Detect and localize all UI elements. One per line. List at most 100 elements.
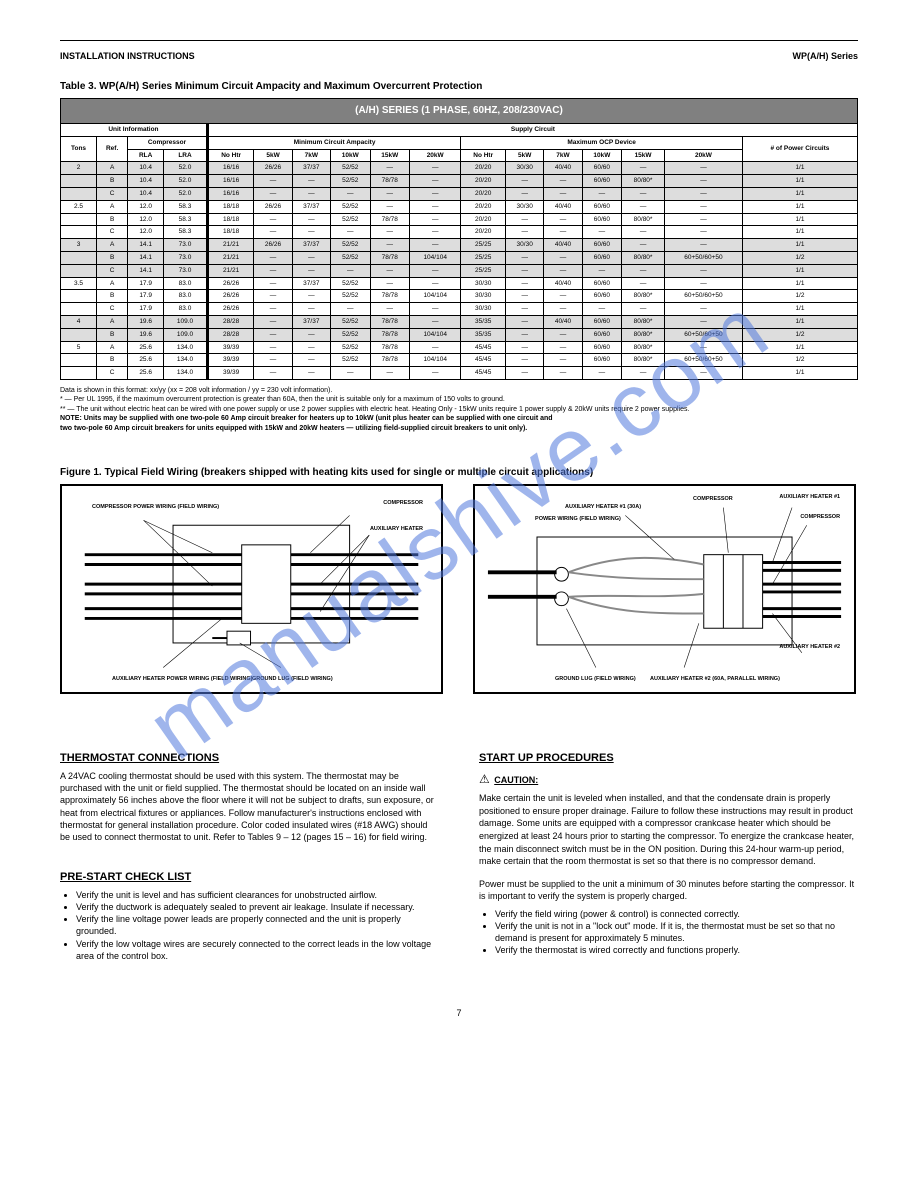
cell: 39/39 (207, 354, 254, 367)
cell: — (664, 226, 742, 239)
cell: 52/52 (330, 162, 370, 175)
cell: — (506, 187, 544, 200)
cell: 26/26 (207, 303, 254, 316)
cell: A (97, 315, 128, 328)
cell: — (292, 213, 330, 226)
cell: — (254, 175, 292, 188)
cell: — (254, 277, 292, 290)
cell (61, 187, 97, 200)
cell: 18/18 (207, 200, 254, 213)
thermo-h1: THERMOSTAT CONNECTIONS (60, 752, 439, 764)
list-item: Verify the unit is not in a "lock out" m… (495, 920, 858, 944)
footnote-line: ** — The unit without electric heat can … (60, 405, 858, 414)
th-h5: 20kW (410, 149, 461, 162)
cell: — (582, 367, 622, 380)
fig2-aux2r: AUXILIARY HEATER #2 (779, 644, 840, 650)
cell: — (292, 354, 330, 367)
cell: A (97, 200, 128, 213)
cell: 80/80* (622, 315, 665, 328)
cell: 14.1 (128, 251, 164, 264)
cell: 1/1 (742, 239, 857, 252)
cell: — (254, 213, 292, 226)
cell (61, 290, 97, 303)
cell: 26/26 (254, 239, 292, 252)
cell: — (370, 239, 410, 252)
fig1-label-auxheater: AUXILIARY HEATER (370, 526, 423, 532)
cell: 20/20 (461, 162, 506, 175)
list-item: Verify the line voltage power leads are … (76, 913, 439, 937)
cell: — (254, 367, 292, 380)
cell: 14.1 (128, 239, 164, 252)
cell: 25.6 (128, 341, 164, 354)
cell: — (544, 175, 582, 188)
cell: — (506, 277, 544, 290)
th-o0: No Htr (461, 149, 506, 162)
prestart-h: PRE-START CHECK LIST (60, 871, 439, 883)
cell: 60+50/60+50 (664, 290, 742, 303)
cell: 28/28 (207, 328, 254, 341)
cell: A (97, 239, 128, 252)
cell: — (544, 264, 582, 277)
cell: 25/25 (461, 251, 506, 264)
cell: 39/39 (207, 341, 254, 354)
cell: 1/1 (742, 341, 857, 354)
cell: 40/40 (544, 315, 582, 328)
power30: Power must be supplied to the unit a min… (479, 878, 858, 902)
list-item: Verify the thermostat is wired correctly… (495, 944, 858, 956)
cell: 17.9 (128, 290, 164, 303)
fig1-label-auxpower: AUXILIARY HEATER POWER WIRING (FIELD WIR… (112, 676, 252, 682)
cell: — (544, 341, 582, 354)
cell: — (544, 303, 582, 316)
cell: 1/2 (742, 354, 857, 367)
fig2-compressor-top: COMPRESSOR (693, 496, 733, 502)
table-row: 2.5A12.058.318/1826/2637/3752/52——20/203… (61, 200, 858, 213)
cell: 60+50/60+50 (664, 251, 742, 264)
cell: — (370, 187, 410, 200)
cell: C (97, 187, 128, 200)
cell: 12.0 (128, 226, 164, 239)
cell: 60+50/60+50 (664, 354, 742, 367)
cell: 10.4 (128, 175, 164, 188)
cell: — (410, 226, 461, 239)
cell: — (544, 251, 582, 264)
cell: 17.9 (128, 303, 164, 316)
prestart-list: Verify the unit is level and has suffici… (60, 889, 439, 962)
cell: A (97, 341, 128, 354)
th-h0: No Htr (207, 149, 254, 162)
cell (61, 226, 97, 239)
th-tons: Tons (61, 136, 97, 162)
cell: B (97, 251, 128, 264)
cell: 78/78 (370, 175, 410, 188)
cell: 28/28 (207, 315, 254, 328)
cell: 80/80* (622, 175, 665, 188)
cell: 52/52 (330, 175, 370, 188)
cell: — (664, 213, 742, 226)
cell: 1/2 (742, 251, 857, 264)
cell: — (506, 290, 544, 303)
cell: 45/45 (461, 354, 506, 367)
list-item: Verify the ductwork is adequately sealed… (76, 901, 439, 913)
cell: 1/1 (742, 162, 857, 175)
cell: — (410, 367, 461, 380)
cell: 104/104 (410, 290, 461, 303)
fig2-ground: GROUND LUG (FIELD WIRING) (555, 676, 636, 682)
cell: 30/30 (461, 277, 506, 290)
cell: 25/25 (461, 264, 506, 277)
table-row: B10.452.016/16——52/5278/78—20/20——60/608… (61, 175, 858, 188)
cell: 73.0 (164, 251, 208, 264)
cell: 12.0 (128, 200, 164, 213)
cell: — (370, 303, 410, 316)
cell: 52/52 (330, 341, 370, 354)
cell: — (370, 367, 410, 380)
cell: 52/52 (330, 213, 370, 226)
cell: — (582, 187, 622, 200)
cell: — (292, 187, 330, 200)
cell: — (622, 162, 665, 175)
cell: C (97, 367, 128, 380)
cell: 60/60 (582, 239, 622, 252)
fig1-label-ground: GROUND LUG (FIELD WIRING) (252, 676, 333, 682)
cell: — (410, 264, 461, 277)
cell: — (254, 187, 292, 200)
cell: 30/30 (506, 162, 544, 175)
caution-label: CAUTION: (494, 775, 538, 785)
